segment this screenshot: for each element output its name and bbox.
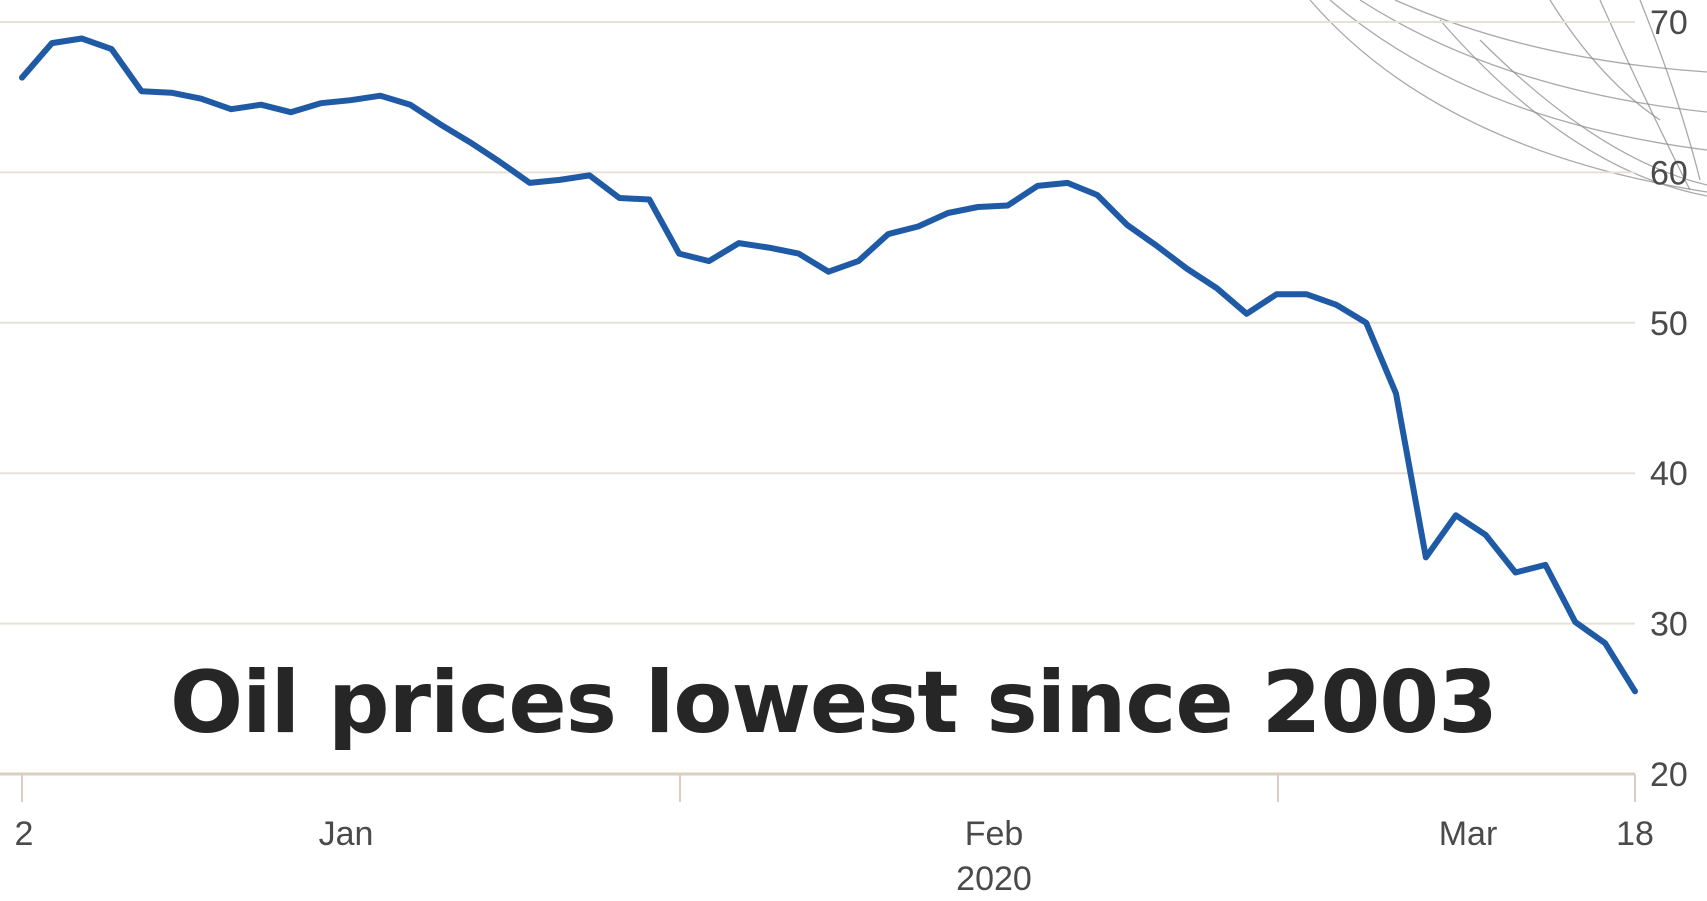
globe-decoration	[1309, 0, 1707, 197]
y-tick-label: 30	[1650, 606, 1688, 644]
x-axis-year-label: 2020	[956, 860, 1032, 898]
y-tick-label: 70	[1650, 4, 1688, 42]
globe-arc	[1394, 0, 1707, 73]
globe-arc	[1639, 0, 1701, 181]
price-series-line	[19, 35, 1638, 695]
globe-arc	[1309, 0, 1707, 193]
x-tick-label: Feb	[965, 815, 1024, 853]
y-tick-label: 20	[1650, 756, 1688, 794]
globe-arc	[1439, 19, 1707, 197]
headline: Oil prices lowest since 2003	[170, 653, 1497, 753]
y-tick-label: 60	[1650, 154, 1688, 192]
globe-arc	[1479, 39, 1707, 186]
x-tick-label: Mar	[1439, 815, 1498, 853]
globe-arc	[1549, 0, 1661, 121]
x-axis	[0, 772, 1636, 802]
y-tick-label: 50	[1650, 305, 1688, 343]
x-tick-label: Jan	[319, 815, 374, 853]
y-axis-tick-labels: 20 30 40 50 60 70	[1650, 4, 1688, 794]
gridlines	[0, 21, 1635, 625]
globe-arc	[1329, 0, 1707, 151]
x-tick-label: 2	[15, 815, 34, 853]
x-tick-label: 18	[1616, 815, 1654, 853]
x-axis-tick-labels: 2 Jan Feb Mar 18	[15, 815, 1654, 853]
y-tick-label: 40	[1650, 455, 1688, 493]
